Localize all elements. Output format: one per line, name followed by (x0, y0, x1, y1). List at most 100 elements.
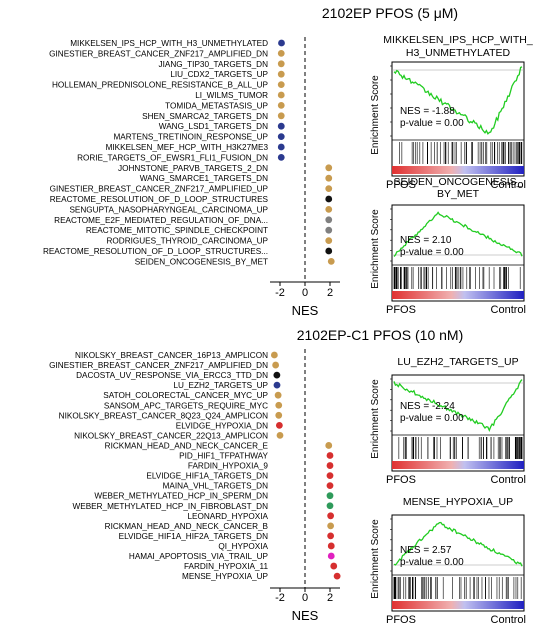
nes-dot (325, 226, 333, 234)
nes-dot (326, 462, 334, 469)
gene-set-label: SANSOM_APC_TARGETS_REQUIRE_MYC (104, 401, 268, 410)
nes-dot (273, 371, 281, 379)
nes-dot (325, 206, 333, 213)
gene-set-label: WANG_LSD1_TARGETS_DN (159, 122, 268, 131)
x-tick-label: 2 (327, 287, 333, 299)
nes-dot (327, 258, 335, 265)
nes-text: NES = 2.57 (400, 545, 452, 556)
x-axis-label: NES (292, 608, 319, 623)
gsea-title: H3_UNMETHYLATED (406, 47, 511, 59)
nes-dot (272, 361, 280, 369)
gene-set-label: GINESTIER_BREAST_CANCER_ZNF217_AMPLIFIED… (49, 49, 268, 58)
nes-dot (277, 133, 285, 141)
gene-set-label: SENGUPTA_NASOPHARYNGEAL_CARCINOMA_UP (69, 205, 268, 214)
gene-set-label: SHEN_SMARCA2_TARGETS_DN (142, 112, 268, 121)
gene-set-label: MIKKELSEN_IPS_HCP_WITH_H3_UNMETHYLATED (70, 39, 268, 48)
gene-set-label: TOMIDA_METASTASIS_UP (165, 101, 268, 110)
gene-set-label: SEIDEN_ONCOGENESIS_BY_MET (135, 257, 268, 266)
nes-dot (326, 472, 334, 479)
x-right-label: Control (491, 179, 526, 191)
nes-dot (330, 562, 338, 570)
panel-title-bottom: 2102EP-C1 PFOS (10 nM) (297, 327, 464, 343)
nes-dot (270, 351, 278, 359)
gene-set-label: ELVIDGE_HIF1A_HIF2A_TARGETS_DN (119, 532, 268, 541)
gene-set-label: MENSE_HYPOXIA_UP (182, 572, 269, 581)
gene-set-label: REACTOME_RESOLUTION_OF_D_LOOP_STRUCTURES (50, 195, 269, 204)
gene-set-label: RICKMAN_HEAD_AND_NECK_CANCER_B (105, 522, 269, 531)
gene-set-label: GINESTIER_BREAST_CANCER_ZNF217_AMPLIFIED… (50, 185, 269, 194)
gene-set-label: WANG_SMARCE1_TARGETS_DN (140, 174, 268, 183)
nes-dot (277, 70, 285, 78)
nes-text: NES = -2.24 (400, 401, 455, 412)
nes-dot (275, 401, 283, 409)
nes-dot (326, 452, 334, 459)
gsea-frame (391, 204, 525, 302)
gsea-plot: MIKKELSEN_IPS_HCP_WITH_H3_UNMETHYLATED En… (370, 34, 533, 191)
nes-dot (276, 432, 284, 439)
x-tick-label: 0 (302, 592, 308, 604)
gene-set-label: NIKOLSKY_BREAST_CANCER_16P13_AMPLICON (75, 351, 268, 360)
nes-dot (273, 381, 281, 389)
nes-text: NES = 2.10 (400, 235, 452, 246)
nes-dot (274, 391, 282, 399)
enrichment-curve (393, 521, 523, 567)
p-value-text: p-value = 0.00 (400, 247, 464, 258)
x-right-label: Control (491, 474, 526, 486)
x-tick-label: 0 (302, 287, 308, 299)
gene-set-label: FARDIN_HYPOXIA_9 (188, 462, 269, 471)
x-left-label: PFOS (386, 614, 416, 626)
gsea-title: MENSE_HYPOXIA_UP (403, 496, 513, 508)
gene-set-label: WEBER_METHYLATED_HCP_IN_SPERM_DN (94, 492, 268, 501)
gsea-frame (391, 61, 525, 177)
p-value-text: p-value = 0.00 (400, 557, 464, 568)
gene-set-label: ELVIDGE_HIF1A_TARGETS_DN (146, 472, 268, 481)
nes-dot (277, 50, 285, 57)
gsea-title: LU_EZH2_TARGETS_UP (397, 356, 518, 368)
gene-set-label: REACTOME_E2F_MEDIATED_REGULATION_OF_DNA.… (54, 216, 268, 225)
gsea-plot: LU_EZH2_TARGETS_UP Enrichment Score NES = … (370, 356, 526, 486)
gene-set-label: LU_EZH2_TARGETS_UP (174, 381, 269, 390)
gene-set-label: JIANG_TIP30_TARGETS_DN (159, 60, 269, 69)
nes-dot (325, 237, 333, 245)
gsea-plot: SEIDEN_ONCOGENESIS_BY_MET Enrichment Scor… (370, 176, 526, 316)
nes-dot (325, 195, 333, 203)
gene-set-label: DACOSTA_UV_RESPONSE_VIA_ERCC3_TTD_DN (76, 371, 268, 380)
gene-set-label: JOHNSTONE_PARVB_TARGETS_2_DN (118, 164, 268, 173)
nes-dot (325, 185, 333, 193)
gene-set-label: FARDIN_HYPOXIA_11 (184, 562, 268, 571)
gsea-title: MIKKELSEN_IPS_HCP_WITH_ (383, 34, 533, 46)
nes-dot (325, 247, 333, 255)
nes-text: NES = -1.88 (400, 106, 455, 117)
nes-dot (277, 154, 285, 161)
x-axis-label: NES (292, 303, 319, 318)
rank-gradient-bar (392, 166, 524, 174)
nes-dot (277, 112, 285, 120)
dot-plot-bottom: -2 0 2 NES NIKOLSKY_BREAST_CANCER_16P13_AMPL… (49, 349, 341, 623)
nes-dot (277, 122, 285, 130)
nes-dot (327, 512, 335, 520)
gene-set-label: MIKKELSEN_MEF_HCP_WITH_H3K27ME3 (106, 143, 269, 152)
nes-dot (277, 81, 285, 88)
x-left-label: PFOS (386, 179, 416, 191)
nes-dot (277, 102, 285, 109)
x-tick-label: 2 (327, 592, 333, 604)
gsea-ylabel: Enrichment Score (370, 209, 381, 289)
nes-dot (327, 532, 335, 540)
nes-dot (277, 91, 285, 99)
nes-dot (325, 216, 333, 224)
x-right-label: Control (491, 614, 526, 626)
gene-set-label: RICKMAN_HEAD_AND_NECK_CANCER_E (105, 441, 269, 450)
nes-dot (333, 572, 341, 580)
gene-set-label: MAINA_VHL_TARGETS_DN (163, 482, 268, 491)
rank-gradient-bar (392, 461, 524, 469)
rank-gradient-bar (392, 601, 524, 609)
enrichment-curve (393, 379, 523, 432)
gene-set-label: LI_WILMS_TUMOR (195, 91, 268, 100)
panel-title-top: 2102EP PFOS (5 μM) (322, 5, 458, 21)
nes-dot (326, 502, 334, 510)
gsea-ylabel: Enrichment Score (370, 75, 381, 155)
p-value-text: p-value = 0.00 (400, 118, 464, 129)
enrichment-curve (393, 211, 523, 257)
x-left-label: PFOS (386, 304, 416, 316)
